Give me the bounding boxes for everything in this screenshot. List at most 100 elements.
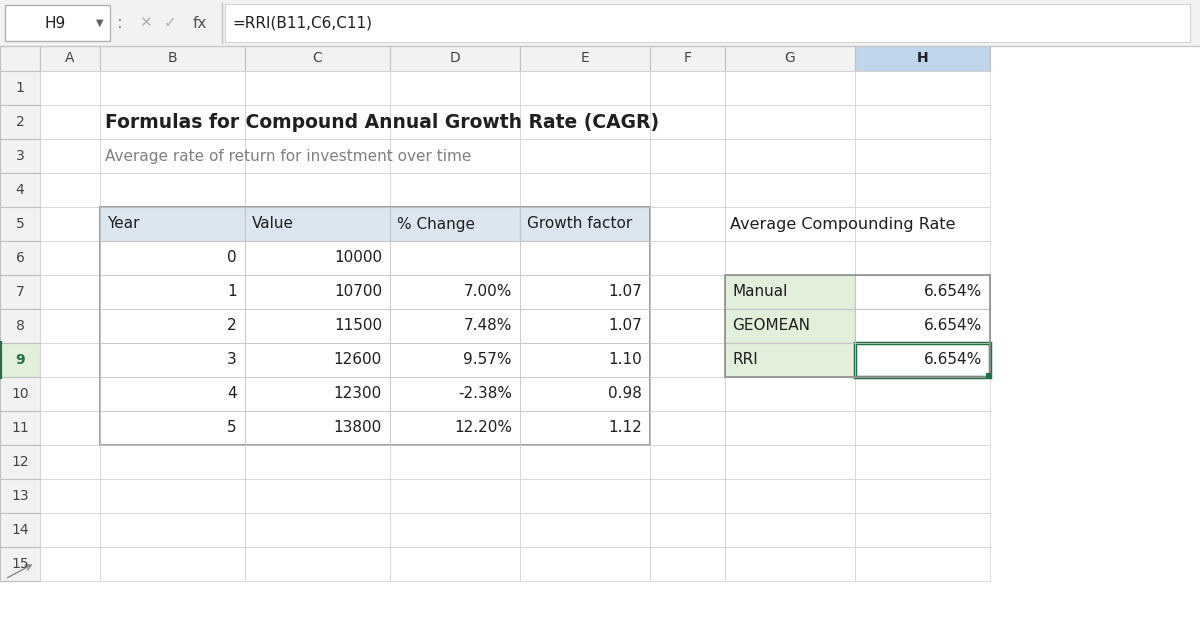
- Bar: [100, 547, 245, 581]
- Text: 5: 5: [227, 420, 238, 435]
- Bar: [725, 46, 854, 71]
- Text: 10000: 10000: [334, 251, 382, 265]
- Text: RRI: RRI: [732, 353, 757, 367]
- Bar: [650, 139, 725, 173]
- Bar: [0, 173, 40, 207]
- Bar: [520, 411, 650, 445]
- Bar: [520, 343, 650, 377]
- Bar: [245, 207, 390, 241]
- Text: A: A: [65, 52, 74, 66]
- Bar: [725, 445, 854, 479]
- Bar: [854, 343, 990, 377]
- Bar: [100, 275, 245, 309]
- Bar: [0, 241, 40, 275]
- Text: G: G: [785, 52, 796, 66]
- Bar: [100, 513, 245, 547]
- Bar: [520, 71, 650, 105]
- Bar: [725, 139, 854, 173]
- Bar: [390, 445, 520, 479]
- Bar: [390, 207, 520, 241]
- Text: 6.654%: 6.654%: [924, 319, 982, 333]
- Bar: [854, 309, 990, 343]
- Bar: [854, 275, 990, 309]
- Bar: [390, 105, 520, 139]
- Text: 12: 12: [11, 455, 29, 469]
- Bar: [854, 46, 990, 71]
- Bar: [650, 105, 725, 139]
- Bar: [40, 241, 100, 275]
- Bar: [520, 207, 650, 241]
- Text: 12300: 12300: [334, 386, 382, 401]
- Bar: [854, 547, 990, 581]
- Bar: [100, 445, 245, 479]
- Bar: [650, 71, 725, 105]
- Bar: [390, 241, 520, 275]
- Bar: [40, 275, 100, 309]
- Bar: [520, 207, 650, 241]
- Bar: [245, 105, 390, 139]
- Text: 7.00%: 7.00%: [463, 285, 512, 299]
- Text: 12600: 12600: [334, 353, 382, 367]
- Bar: [40, 173, 100, 207]
- Bar: [650, 207, 725, 241]
- Bar: [854, 411, 990, 445]
- Bar: [520, 513, 650, 547]
- Bar: [650, 343, 725, 377]
- Text: Manual: Manual: [732, 285, 787, 299]
- Text: Value: Value: [252, 217, 294, 231]
- Text: 8: 8: [16, 319, 24, 333]
- Bar: [520, 377, 650, 411]
- Bar: [854, 105, 990, 139]
- Bar: [0, 445, 40, 479]
- Bar: [0, 71, 40, 105]
- Bar: [854, 343, 990, 377]
- Bar: [245, 343, 390, 377]
- Bar: [390, 46, 520, 71]
- Bar: [650, 411, 725, 445]
- Bar: [40, 139, 100, 173]
- Text: 13800: 13800: [334, 420, 382, 435]
- Bar: [0, 513, 40, 547]
- Bar: [0, 105, 40, 139]
- Bar: [650, 309, 725, 343]
- Bar: [520, 173, 650, 207]
- Bar: [854, 377, 990, 411]
- Bar: [725, 343, 854, 377]
- Bar: [40, 547, 100, 581]
- Bar: [725, 309, 854, 343]
- Bar: [390, 309, 520, 343]
- Bar: [390, 71, 520, 105]
- Bar: [854, 241, 990, 275]
- Bar: [245, 71, 390, 105]
- Text: 14: 14: [11, 523, 29, 537]
- Bar: [650, 547, 725, 581]
- Bar: [650, 173, 725, 207]
- Text: GEOMEAN: GEOMEAN: [732, 319, 810, 333]
- Bar: [245, 173, 390, 207]
- Bar: [520, 309, 650, 343]
- Text: ✕: ✕: [139, 16, 151, 30]
- Bar: [390, 343, 520, 377]
- Text: 3: 3: [16, 149, 24, 163]
- Bar: [100, 139, 245, 173]
- Text: 11500: 11500: [334, 319, 382, 333]
- Bar: [520, 445, 650, 479]
- Text: H: H: [917, 52, 929, 66]
- Bar: [390, 411, 520, 445]
- Bar: [390, 377, 520, 411]
- Text: 11: 11: [11, 421, 29, 435]
- Text: 1.12: 1.12: [608, 420, 642, 435]
- Text: 13: 13: [11, 489, 29, 503]
- Bar: [650, 513, 725, 547]
- Bar: [5, 5, 110, 41]
- Bar: [854, 71, 990, 105]
- Text: Year: Year: [107, 217, 139, 231]
- Bar: [40, 513, 100, 547]
- Text: 4: 4: [227, 386, 238, 401]
- Bar: [245, 411, 390, 445]
- Text: fx: fx: [193, 16, 208, 30]
- Text: 7: 7: [16, 285, 24, 299]
- Bar: [390, 479, 520, 513]
- Bar: [245, 377, 390, 411]
- Bar: [100, 46, 245, 71]
